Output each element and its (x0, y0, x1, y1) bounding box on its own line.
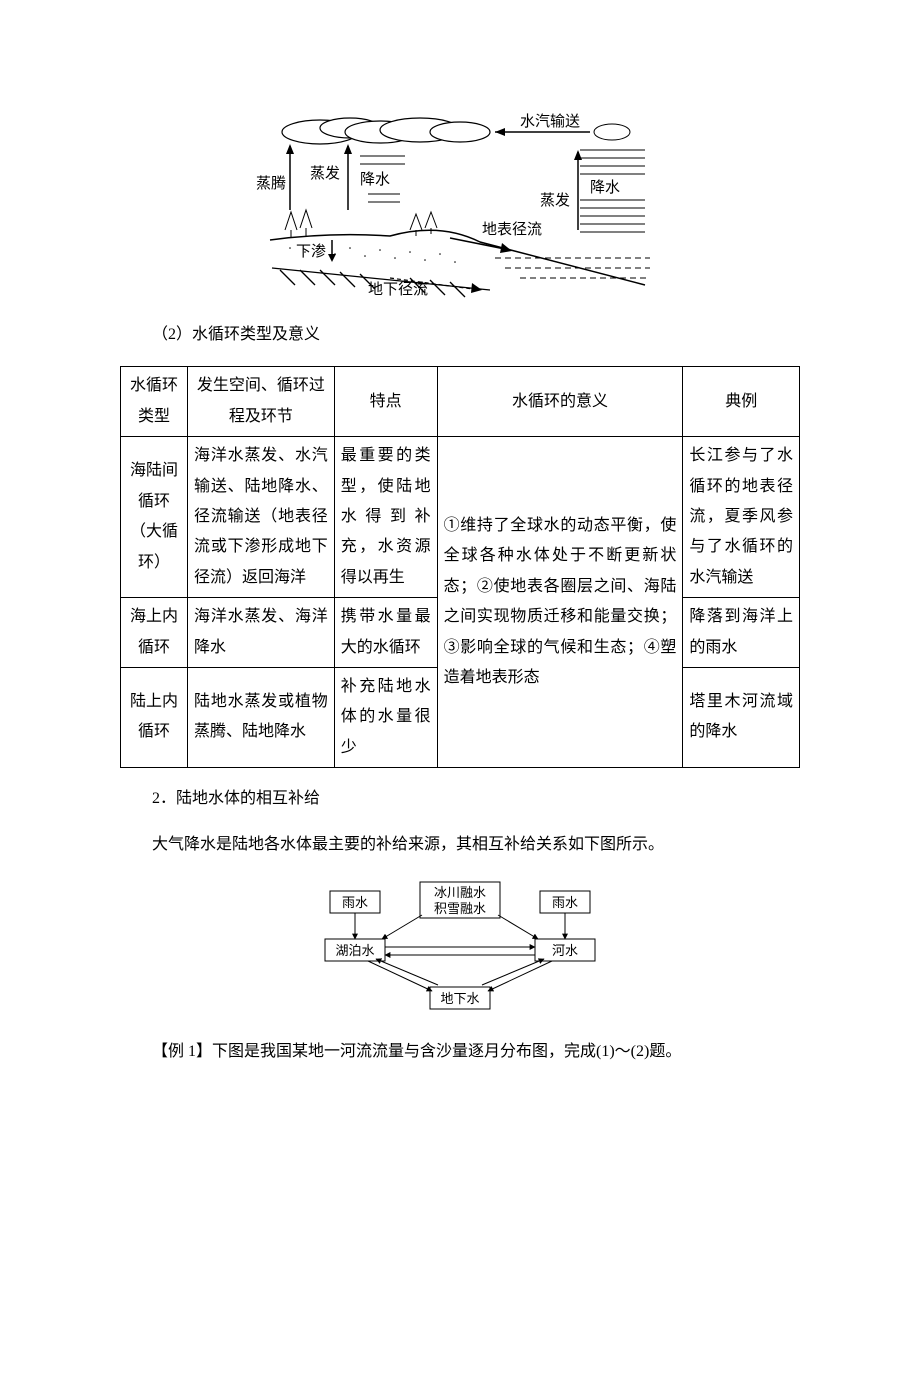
section-2-para: 大气降水是陆地各水体最主要的补给来源，其相互补给关系如下图所示。 (120, 830, 800, 860)
table-row: 海陆间循环（大循环） 海洋水蒸发、水汽输送、陆地降水、径流输送（地表径流或下渗形… (121, 437, 800, 598)
th-significance: 水循环的意义 (437, 367, 683, 437)
groundwater-label: 地下径流 (368, 281, 428, 298)
supply-diagram: 冰川融水 积雪融水 雨水 雨水 湖泊水 河水 地下水 (120, 877, 800, 1017)
supply-svg: 冰川融水 积雪融水 雨水 雨水 湖泊水 河水 地下水 (310, 877, 610, 1017)
surface-label: 地表径流 (482, 221, 542, 238)
rain-right-node: 雨水 (552, 895, 578, 910)
cell-example-3: 塔里木河流域的降水 (683, 667, 800, 767)
evaporation1-label: 蒸发 (310, 165, 340, 182)
infiltration-label: 下渗 (296, 243, 326, 260)
water-cycle-diagram: 水汽输送 蒸发 降水 (120, 110, 800, 300)
cell-feature-2: 携带水量最大的水循环 (334, 598, 437, 668)
precip1-label: 降水 (360, 171, 390, 188)
evaporation2-label: 蒸发 (540, 192, 570, 209)
transport-label: 水汽输送 (520, 113, 580, 130)
cell-space-2: 海洋水蒸发、海洋降水 (188, 598, 335, 668)
transpiration-label: 蒸腾 (256, 175, 286, 192)
th-feature: 特点 (334, 367, 437, 437)
cell-feature-1: 最重要的类型，使陆地水得到补充，水资源得以再生 (334, 437, 437, 598)
cell-type-3: 陆上内循环 (121, 667, 188, 767)
cell-type-2: 海上内循环 (121, 598, 188, 668)
page: 水汽输送 蒸发 降水 (0, 0, 920, 1383)
river-node: 河水 (552, 943, 578, 958)
glacier-node-l1: 冰川融水 (434, 885, 486, 900)
th-space: 发生空间、循环过程及环节 (188, 367, 335, 437)
section-2-title: 2．陆地水体的相互补给 (120, 784, 800, 814)
th-type: 水循环类型 (121, 367, 188, 437)
precip2-label: 降水 (590, 179, 620, 196)
lake-node: 湖泊水 (335, 943, 374, 958)
th-example: 典例 (683, 367, 800, 437)
cycle-table: 水循环类型 发生空间、循环过程及环节 特点 水循环的意义 典例 海陆间循环（大循… (120, 366, 800, 768)
cell-example-2: 降落到海洋上的雨水 (683, 598, 800, 668)
table-header-row: 水循环类型 发生空间、循环过程及环节 特点 水循环的意义 典例 (121, 367, 800, 437)
cell-space-1: 海洋水蒸发、水汽输送、陆地降水、径流输送（地表径流或下渗形成地下径流）返回海洋 (188, 437, 335, 598)
ground-node: 地下水 (440, 991, 479, 1006)
cell-example-1: 长江参与了水循环的地表径流，夏季风参与了水循环的水汽输送 (683, 437, 800, 598)
glacier-node-l2: 积雪融水 (434, 901, 486, 916)
cell-type-1: 海陆间循环（大循环） (121, 437, 188, 598)
water-cycle-svg: 水汽输送 蒸发 降水 (250, 110, 670, 300)
cell-feature-3: 补充陆地水体的水量很少 (334, 667, 437, 767)
cell-significance: ①维持了全球水的动态平衡，使全球各种水体处于不断更新状态；②使地表各圈层之间、海… (437, 437, 683, 768)
example-1: 【例 1】下图是我国某地一河流流量与含沙量逐月分布图，完成(1)～(2)题。 (120, 1037, 800, 1067)
cell-space-3: 陆地水蒸发或植物蒸腾、陆地降水 (188, 667, 335, 767)
rain-left-node: 雨水 (342, 895, 368, 910)
subheading-2: （2）水循环类型及意义 (120, 320, 800, 350)
